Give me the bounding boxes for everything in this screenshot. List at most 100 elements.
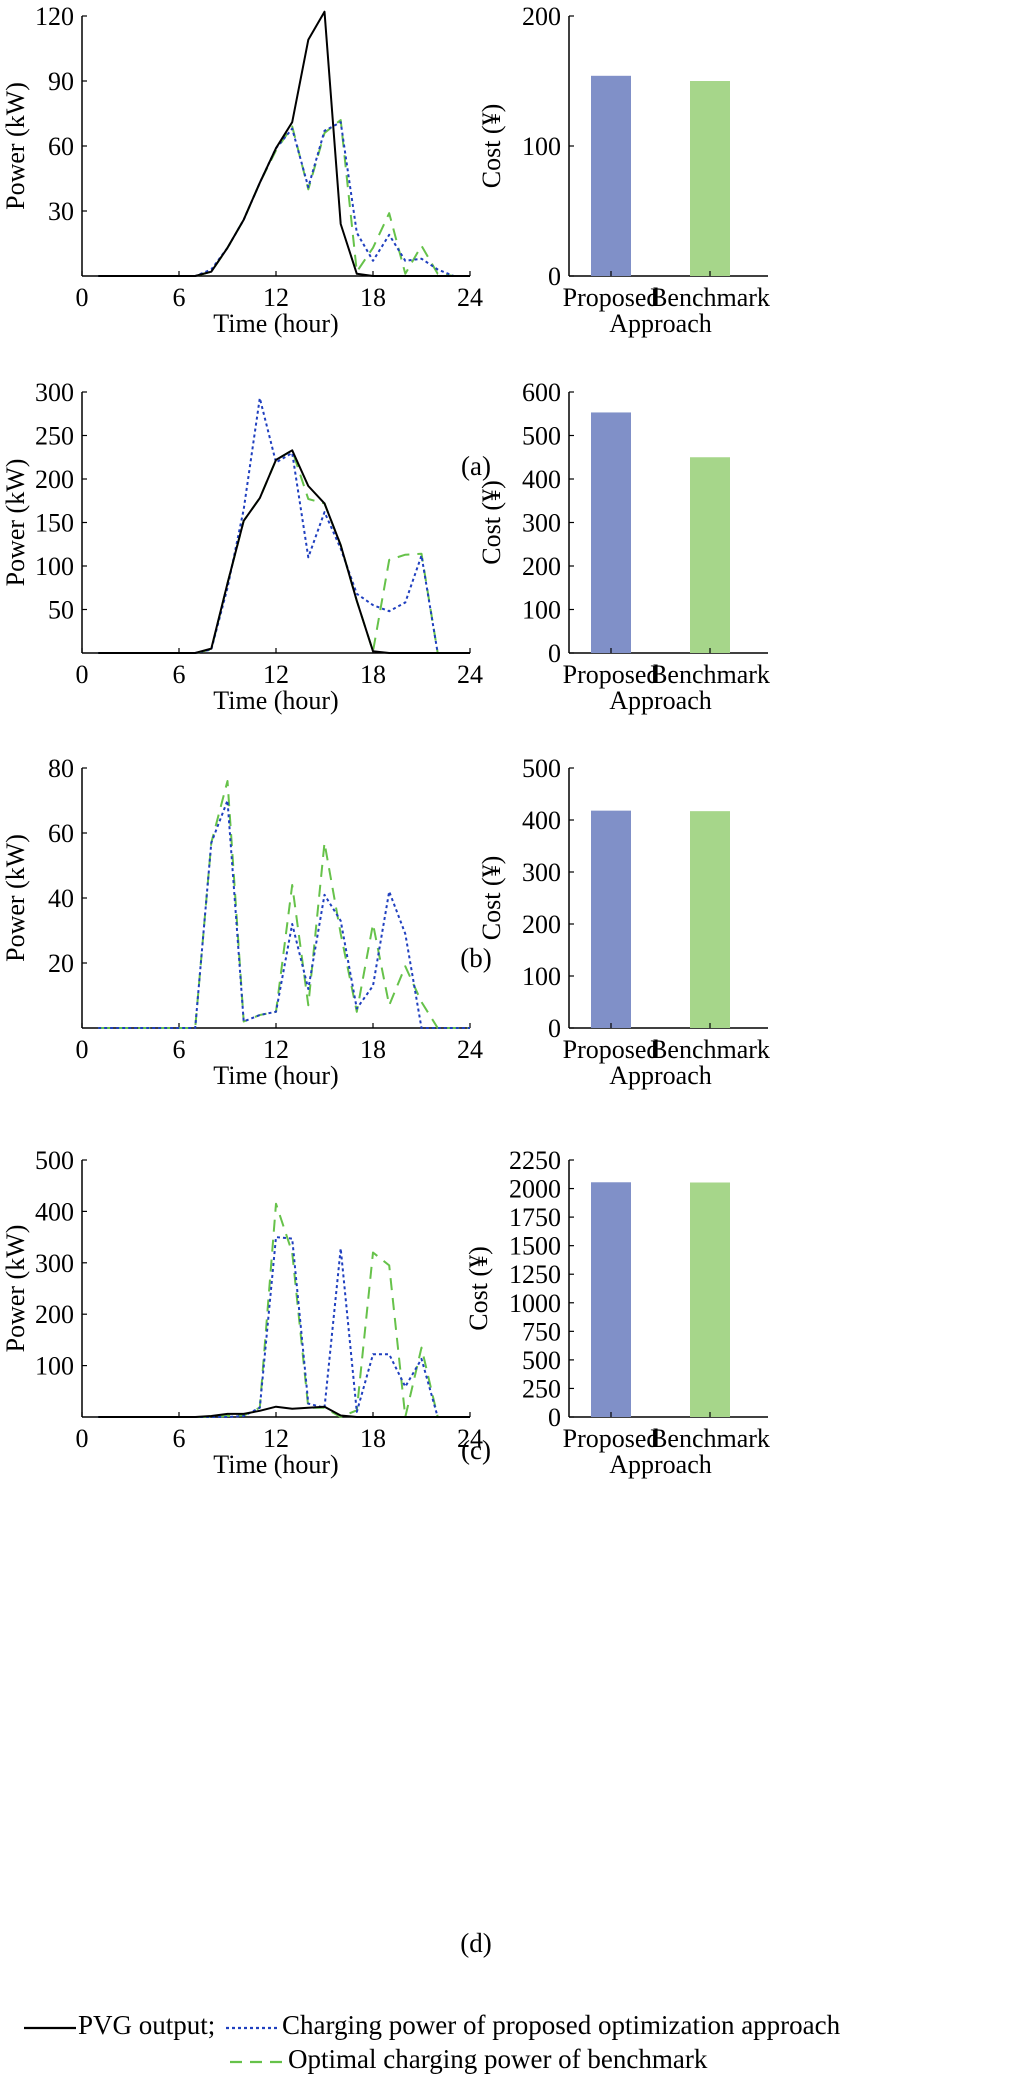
bar-y-axis-label: Cost (¥) [477,480,506,565]
bar-benchmark [690,811,730,1028]
bar-y-tick-label: 100 [522,962,561,991]
y-tick-label: 60 [48,819,74,848]
y-tick-label: 80 [48,754,74,783]
y-tick-label: 50 [48,596,74,625]
series-line-pvg [98,10,470,277]
x-axis-label: Time (hour) [213,686,338,715]
x-tick-label: 0 [76,1035,89,1064]
x-tick-label: 24 [457,283,483,312]
legend-proposed-label: Charging power of proposed optimization … [282,2010,841,2040]
bar-y-axis-label: Cost (¥) [477,856,506,941]
series-line-benchmark [98,119,470,277]
bar-proposed [591,75,631,276]
x-axis-label: Time (hour) [213,1450,338,1479]
bar-y-tick-label: 1500 [509,1232,561,1261]
y-tick-label: 300 [35,378,74,407]
bar-y-tick-label: 400 [522,465,561,494]
x-tick-label: 0 [76,1424,89,1453]
bar-x-axis-label: Approach [609,1061,712,1090]
bar-y-tick-label: 500 [522,1346,561,1375]
panel-label-a: (a) [461,451,491,481]
y-axis-label: Power (kW) [1,82,30,210]
bar-y-tick-label: 300 [522,509,561,538]
y-tick-label: 250 [35,422,74,451]
x-axis-label: Time (hour) [213,1061,338,1090]
bar-proposed [591,810,631,1028]
bar-proposed [591,1182,631,1417]
x-tick-label: 0 [76,283,89,312]
bar-y-tick-label: 600 [522,378,561,407]
y-axis-label: Power (kW) [1,459,30,587]
y-tick-label: 100 [35,552,74,581]
y-tick-label: 400 [35,1197,74,1226]
y-tick-label: 90 [48,67,74,96]
x-tick-label: 18 [360,283,386,312]
bar-x-axis-label: Approach [609,309,712,338]
legend-pvg-swatch [24,2026,76,2029]
bar-category-label: Proposed [563,283,660,312]
bar-y-tick-label: 0 [548,639,561,668]
x-axis-label: Time (hour) [213,309,338,338]
x-tick-label: 0 [76,660,89,689]
y-tick-label: 500 [35,1146,74,1175]
series-line-proposed [98,397,470,654]
x-tick-label: 12 [263,1424,289,1453]
bar-y-tick-label: 500 [522,754,561,783]
bar-y-tick-label: 0 [548,1403,561,1432]
x-tick-label: 18 [360,1035,386,1064]
bar-y-tick-label: 1750 [509,1203,561,1232]
y-tick-label: 30 [48,197,74,226]
bar-y-tick-label: 100 [522,596,561,625]
bar-y-tick-label: 200 [522,2,561,31]
bar-y-axis-label: Cost (¥) [464,1246,493,1331]
bar-y-tick-label: 750 [522,1317,561,1346]
x-tick-label: 24 [457,1035,483,1064]
series-line-benchmark [98,780,470,1029]
bar-category-label: Benchmark [650,1035,770,1064]
x-tick-label: 6 [173,1035,186,1064]
bar-y-tick-label: 2000 [509,1175,561,1204]
x-tick-label: 24 [457,660,483,689]
x-tick-label: 18 [360,1424,386,1453]
y-tick-label: 120 [35,2,74,31]
panel-label-c: (c) [461,1435,491,1465]
x-tick-label: 24 [457,1424,483,1453]
legend-row-2: Optimal charging power of benchmark [228,2044,707,2075]
y-axis-label: Power (kW) [1,834,30,962]
y-tick-label: 100 [35,1352,74,1381]
bar-category-label: Proposed [563,1424,660,1453]
series-line-proposed [98,1236,470,1418]
series-line-proposed [98,121,470,277]
y-tick-label: 200 [35,465,74,494]
legend: PVG output; Charging power of proposed o… [0,2010,1032,2075]
y-axis-label: Power (kW) [1,1225,30,1353]
bar-y-tick-label: 500 [522,422,561,451]
panel-label-d: (d) [460,1928,492,1958]
legend-row-1: PVG output; Charging power of proposed o… [22,2010,840,2041]
bar-benchmark [690,1182,730,1417]
y-tick-label: 20 [48,949,74,978]
x-tick-label: 6 [173,283,186,312]
bar-y-tick-label: 300 [522,858,561,887]
bar-category-label: Benchmark [650,660,770,689]
bar-category-label: Proposed [563,660,660,689]
bar-y-axis-label: Cost (¥) [477,104,506,189]
series-line-benchmark [98,1202,470,1418]
bar-y-tick-label: 1000 [509,1289,561,1318]
legend-benchmark-label: Optimal charging power of benchmark [288,2044,708,2074]
bar-proposed [591,412,631,653]
bar-y-tick-label: 200 [522,910,561,939]
bar-category-label: Benchmark [650,283,770,312]
y-tick-label: 150 [35,509,74,538]
series-line-proposed [98,799,470,1029]
bar-y-tick-label: 100 [522,132,561,161]
series-line-pvg [98,449,470,654]
x-tick-label: 6 [173,660,186,689]
bar-benchmark [690,457,730,653]
bar-y-tick-label: 200 [522,552,561,581]
legend-pvg-label: PVG output; [78,2010,216,2040]
bar-category-label: Proposed [563,1035,660,1064]
x-tick-label: 6 [173,1424,186,1453]
bar-benchmark [690,81,730,276]
x-tick-label: 18 [360,660,386,689]
